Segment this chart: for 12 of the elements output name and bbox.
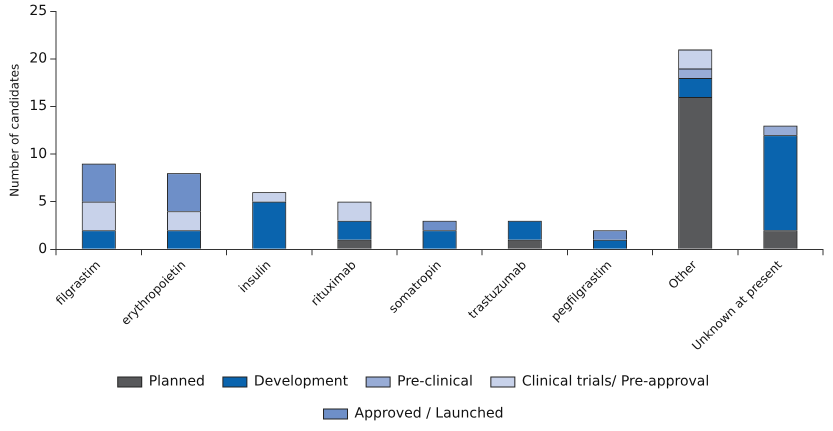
legend-label: Planned: [148, 374, 205, 390]
y-tick-label: 5: [38, 193, 48, 210]
y-tick-label: 0: [38, 240, 48, 257]
y-tick-label: 25: [29, 3, 48, 20]
legend-label: Pre-clinical: [397, 374, 473, 390]
legend-label: Approved / Launched: [354, 406, 504, 422]
y-tick-label: 15: [29, 98, 48, 114]
y-axis-title: Number of candidates: [7, 64, 22, 197]
legend-label: Clinical trials/ Pre-approval: [522, 374, 710, 390]
y-tick-label: 20: [29, 50, 48, 67]
legend-label: Development: [254, 374, 349, 390]
y-tick-label: 10: [29, 146, 48, 162]
